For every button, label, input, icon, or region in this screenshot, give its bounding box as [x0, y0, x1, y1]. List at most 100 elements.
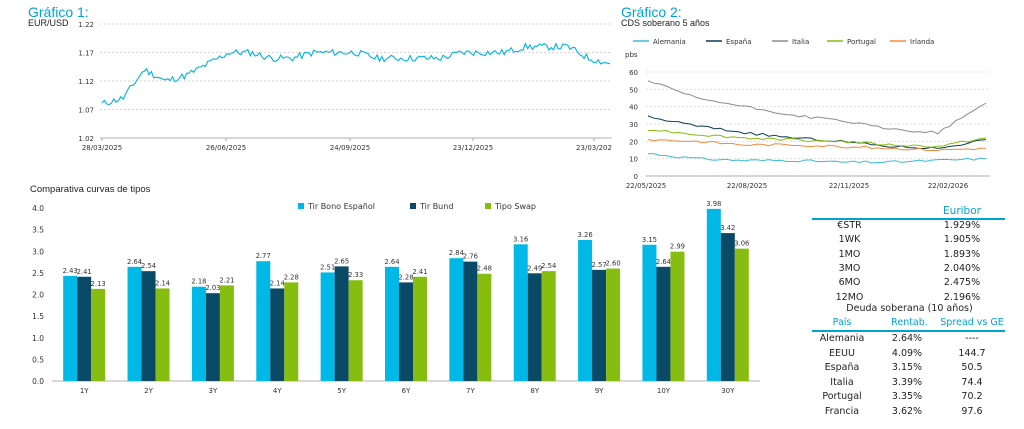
chart3-bar	[642, 244, 657, 381]
deuda-row-pais: Portugal	[822, 391, 862, 402]
deuda-row-pais: Francia	[824, 405, 860, 417]
chart3-bar	[155, 288, 170, 381]
chart3-legend-swatch	[485, 203, 491, 209]
chart3-bar	[284, 282, 299, 381]
chart2-y-tick: 10	[629, 156, 638, 164]
chart3-data-label: 2.57	[592, 261, 607, 269]
deuda-row-pais: EEUU	[829, 347, 855, 359]
chart3-data-label: 2.77	[256, 252, 271, 260]
chart3-x-tick: 4Y	[273, 387, 282, 395]
chart2-x-tick: 22/05/2025	[626, 182, 666, 190]
chart1-title: Gráfico 1:	[28, 4, 89, 20]
chart1-x-tick: 28/03/2025	[82, 144, 122, 152]
chart3-data-label: 2.76	[463, 253, 478, 261]
chart2-unit: pbs	[625, 51, 638, 59]
chart2-series-irlanda	[647, 139, 986, 152]
chart3-data-label: 2.28	[398, 273, 413, 281]
chart2-legend-label: España	[726, 38, 752, 46]
chart3-x-tick: 3Y	[209, 387, 218, 395]
chart3-bar	[706, 208, 721, 381]
chart3-bar	[399, 282, 413, 381]
chart3-y-tick: 3.0	[32, 247, 44, 256]
deuda-title: Deuda soberana (10 años)	[846, 303, 973, 314]
euribor-row-label: 6MO	[838, 277, 861, 289]
chart3-bar	[205, 293, 220, 381]
chart3-data-label: 2.03	[205, 284, 220, 292]
chart3-bar	[578, 240, 593, 381]
chart3-bar	[270, 288, 285, 381]
euribor-row-value: 2.475%	[943, 277, 981, 289]
chart3-data-label: 2.54	[541, 262, 556, 270]
chart3-data-label: 2.21	[219, 276, 234, 284]
chart3-bar	[720, 233, 735, 381]
euribor-row-value: 1.893%	[943, 248, 981, 260]
chart3-bar	[127, 266, 142, 381]
chart3-bar	[77, 276, 92, 381]
chart3-bar	[606, 268, 621, 381]
deuda-row-pais: España	[824, 362, 860, 373]
euribor-row-label: 3MO	[838, 262, 861, 274]
chart3-data-label: 2.41	[77, 268, 92, 276]
chart3-y-tick: 2.0	[32, 291, 44, 300]
chart2-x-tick: 22/02/2026	[928, 182, 969, 190]
chart3-data-label: 2.14	[155, 279, 170, 287]
chart3-bar	[256, 261, 271, 381]
chart1-series-line	[101, 42, 611, 106]
chart3-data-label: 2.65	[334, 257, 349, 265]
chart3-bar	[477, 273, 492, 381]
chart3-bar	[191, 286, 206, 381]
deuda-row-rentab: 3.15%	[891, 362, 923, 373]
chart3-legend-label: Tir Bund	[419, 202, 453, 211]
deuda-header-pais: País	[832, 317, 852, 328]
chart3-x-tick: 5Y	[337, 387, 346, 395]
deuda-row-rentab: 4.09%	[891, 347, 923, 359]
deuda-table: Deuda soberana (10 años) País Rentab. Sp…	[812, 303, 1007, 423]
deuda-row-rentab: 2.64%	[891, 333, 923, 344]
deuda-row: España 3.15% 50.5	[812, 362, 1007, 376]
chart1-y-tick: 1.22	[78, 21, 94, 29]
euribor-row: 1MO 1.893%	[812, 249, 1007, 263]
chart3-title: Comparativa curvas de tipos	[30, 184, 151, 195]
chart3-y-tick: 3.5	[32, 226, 44, 235]
euribor-row-value: 1.929%	[943, 220, 981, 231]
chart2-y-tick: 0	[634, 173, 638, 181]
deuda-row: Alemania 2.64% ----	[812, 333, 1007, 347]
deuda-row-spread: 144.7	[958, 347, 986, 359]
chart2-legend-label: Alemania	[653, 38, 686, 46]
chart3-data-label: 2.64	[127, 258, 142, 266]
chart3-legend-swatch	[298, 203, 304, 209]
chart3-x-tick: 30Y	[721, 387, 735, 395]
chart3-bar	[527, 273, 542, 381]
chart3-y-tick: 2.5	[32, 269, 44, 278]
euribor-row-label: 12MO	[835, 291, 864, 303]
chart3-data-label: 2.51	[320, 263, 335, 271]
chart3-x-tick: 1Y	[80, 387, 89, 395]
euribor-row: 1WK 1.905%	[812, 234, 1007, 248]
euribor-row-value: 2.040%	[943, 262, 981, 274]
euribor-row-value: 1.905%	[943, 234, 981, 246]
euribor-table: Euribor €STR 1.929% 1WK 1.905% 1MO 1.893% 3MO 2…	[812, 205, 1007, 305]
chart2-x-tick: 22/11/2025	[829, 182, 869, 190]
chart3-bar	[463, 261, 478, 381]
chart2-legend-label: Italia	[792, 38, 809, 46]
chart3-data-label: 2.49	[527, 264, 542, 272]
deuda-row-rentab: 3.35%	[891, 391, 923, 402]
chart2-series-portugal	[647, 129, 987, 148]
chart3-data-label: 3.16	[513, 235, 528, 243]
chart3-data-label: 3.15	[642, 236, 657, 244]
chart3-data-label: 2.18	[191, 278, 206, 286]
chart3-data-label: 3.42	[720, 224, 735, 232]
euribor-rule	[812, 218, 1005, 220]
chart3-x-tick: 7Y	[466, 387, 475, 395]
deuda-header-rentab: Rentab.	[891, 317, 928, 328]
chart3-data-label: 2.33	[348, 271, 363, 279]
chart3-bar	[449, 258, 464, 381]
chart3-x-tick: 2Y	[144, 387, 153, 395]
chart3-bar	[734, 248, 749, 381]
chart3-data-label: 2.54	[141, 262, 156, 270]
chart1-subtitle: EUR/USD	[28, 18, 69, 28]
chart3-data-label: 2.43	[63, 267, 78, 275]
chart3-x-tick: 8Y	[530, 387, 539, 395]
